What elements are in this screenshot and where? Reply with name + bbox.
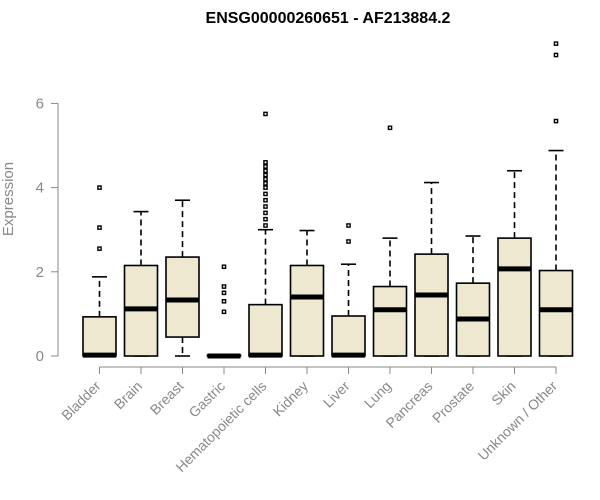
x-tick-label: Prostate [429,378,477,426]
boxes-layer [82,41,574,359]
y-tick-label: 2 [36,264,44,281]
box-rect [82,316,117,357]
x-tick-label: Brain [111,378,145,412]
outlier-point [346,239,351,244]
x-tick-label: Breast [147,378,187,418]
outlier-point [263,164,268,169]
outlier-point [263,223,268,228]
box-rect [289,264,325,357]
outlier-point [97,185,102,190]
outlier-point [263,216,268,222]
y-axis-label: Expression [0,162,17,236]
outlier-point [263,204,268,209]
outlier-point [263,172,268,178]
x-tick-label: Bladder [58,378,104,424]
box-group-gastric [206,264,242,359]
y-tick-label: 0 [36,348,44,365]
box-rect [538,269,574,357]
x-tick-label: Lung [361,378,394,411]
box-rect [331,315,366,357]
outlier-point [97,246,102,251]
box-group-bladder [82,185,117,358]
box-group-breast [165,199,200,357]
box-rect [372,285,408,357]
outlier-point [221,298,227,304]
y-tick-label: 4 [36,180,44,197]
box-rect [414,253,449,357]
box-rect [497,237,532,357]
outlier-point [263,210,268,216]
outlier-point [553,52,559,58]
x-tick-label: Skin [488,378,519,409]
box-group-kidney [289,229,325,357]
box-group-brain [123,210,159,357]
box-group-pancreas [414,181,449,357]
outlier-point [221,309,227,315]
outlier-point [346,223,351,228]
outlier-point [387,125,393,131]
outlier-point [263,160,268,165]
x-tick-label: Kidney [270,378,312,420]
outlier-point [221,290,227,296]
chart-title: ENSG00000260651 - AF213884.2 [206,10,451,27]
box-group-skin [497,169,532,357]
box-rect [165,256,200,338]
outlier-point [263,176,268,182]
box-rect [248,303,283,357]
outlier-point [553,41,559,46]
x-tick-label: Liver [320,378,353,411]
outlier-point [263,197,268,203]
outlier-point [553,118,559,124]
outlier-point [221,264,227,270]
box-group-lung [372,125,408,357]
outlier-point [263,181,268,186]
box-group-liver [331,223,366,358]
outlier-point [263,111,268,117]
x-tick-label: Unknown / Other [475,378,561,464]
outlier-point [97,225,102,230]
box-group-unknown-other [538,41,574,357]
outlier-point [263,191,268,197]
y-axis: 0 2 4 6 [36,95,59,365]
outlier-point [263,185,268,190]
outlier-point [221,284,227,289]
outlier-point [263,168,268,174]
box-group-hematopoietic-cells [248,111,283,358]
y-tick-label: 6 [36,95,44,112]
box-group-prostate [455,235,491,357]
